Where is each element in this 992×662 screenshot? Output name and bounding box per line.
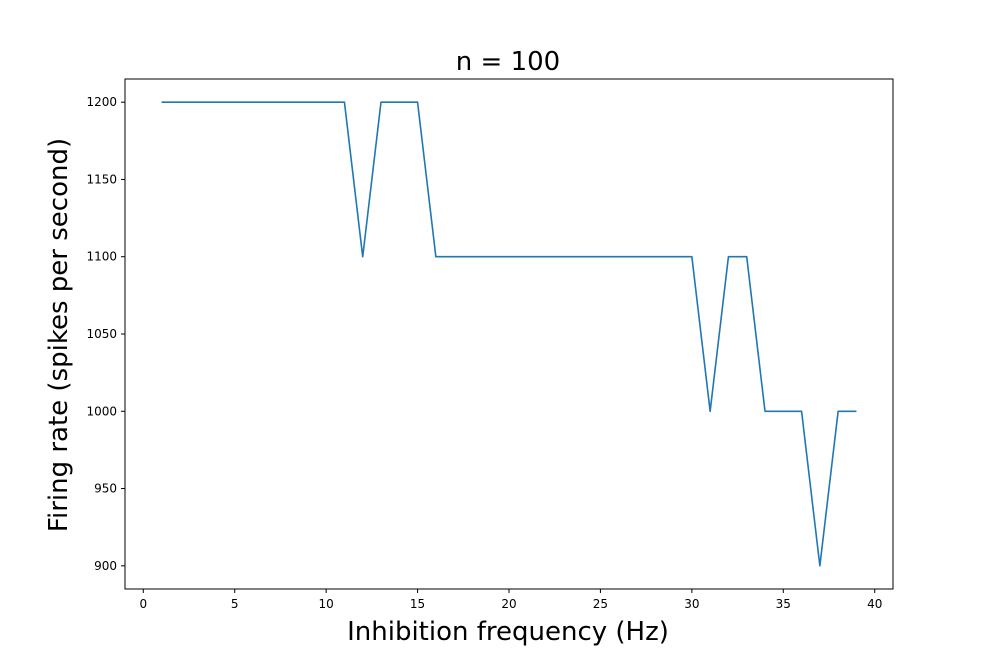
x-tick-label-35: 35 bbox=[776, 597, 791, 611]
x-tick-label-25: 25 bbox=[593, 597, 608, 611]
x-tick-label-5: 5 bbox=[231, 597, 239, 611]
chart-title: n = 100 bbox=[456, 47, 560, 77]
x-tick-label-0: 0 bbox=[139, 597, 147, 611]
y-tick-label-1150: 1150 bbox=[86, 172, 117, 186]
x-tick-label-15: 15 bbox=[410, 597, 425, 611]
y-tick-label-1200: 1200 bbox=[86, 95, 117, 109]
series-line-0 bbox=[162, 102, 857, 566]
y-tick-label-1100: 1100 bbox=[86, 250, 117, 264]
y-tick-label-950: 950 bbox=[94, 482, 117, 496]
y-tick-label-1000: 1000 bbox=[86, 404, 117, 418]
x-tick-label-40: 40 bbox=[867, 597, 882, 611]
plot-area: 0 5 10 15 20 25 30 35 40 900 950 1000 1050 1100 1150 12… bbox=[86, 79, 893, 611]
y-axis-label: Firing rate (spikes per second) bbox=[44, 138, 74, 532]
y-tick-label-900: 900 bbox=[94, 559, 117, 573]
x-tick-label-10: 10 bbox=[319, 597, 334, 611]
x-axis-label: Inhibition frequency (Hz) bbox=[347, 617, 669, 647]
x-tick-label-30: 30 bbox=[684, 597, 699, 611]
plot-frame bbox=[125, 79, 893, 589]
y-tick-label-1050: 1050 bbox=[86, 327, 117, 341]
x-tick-label-20: 20 bbox=[501, 597, 516, 611]
